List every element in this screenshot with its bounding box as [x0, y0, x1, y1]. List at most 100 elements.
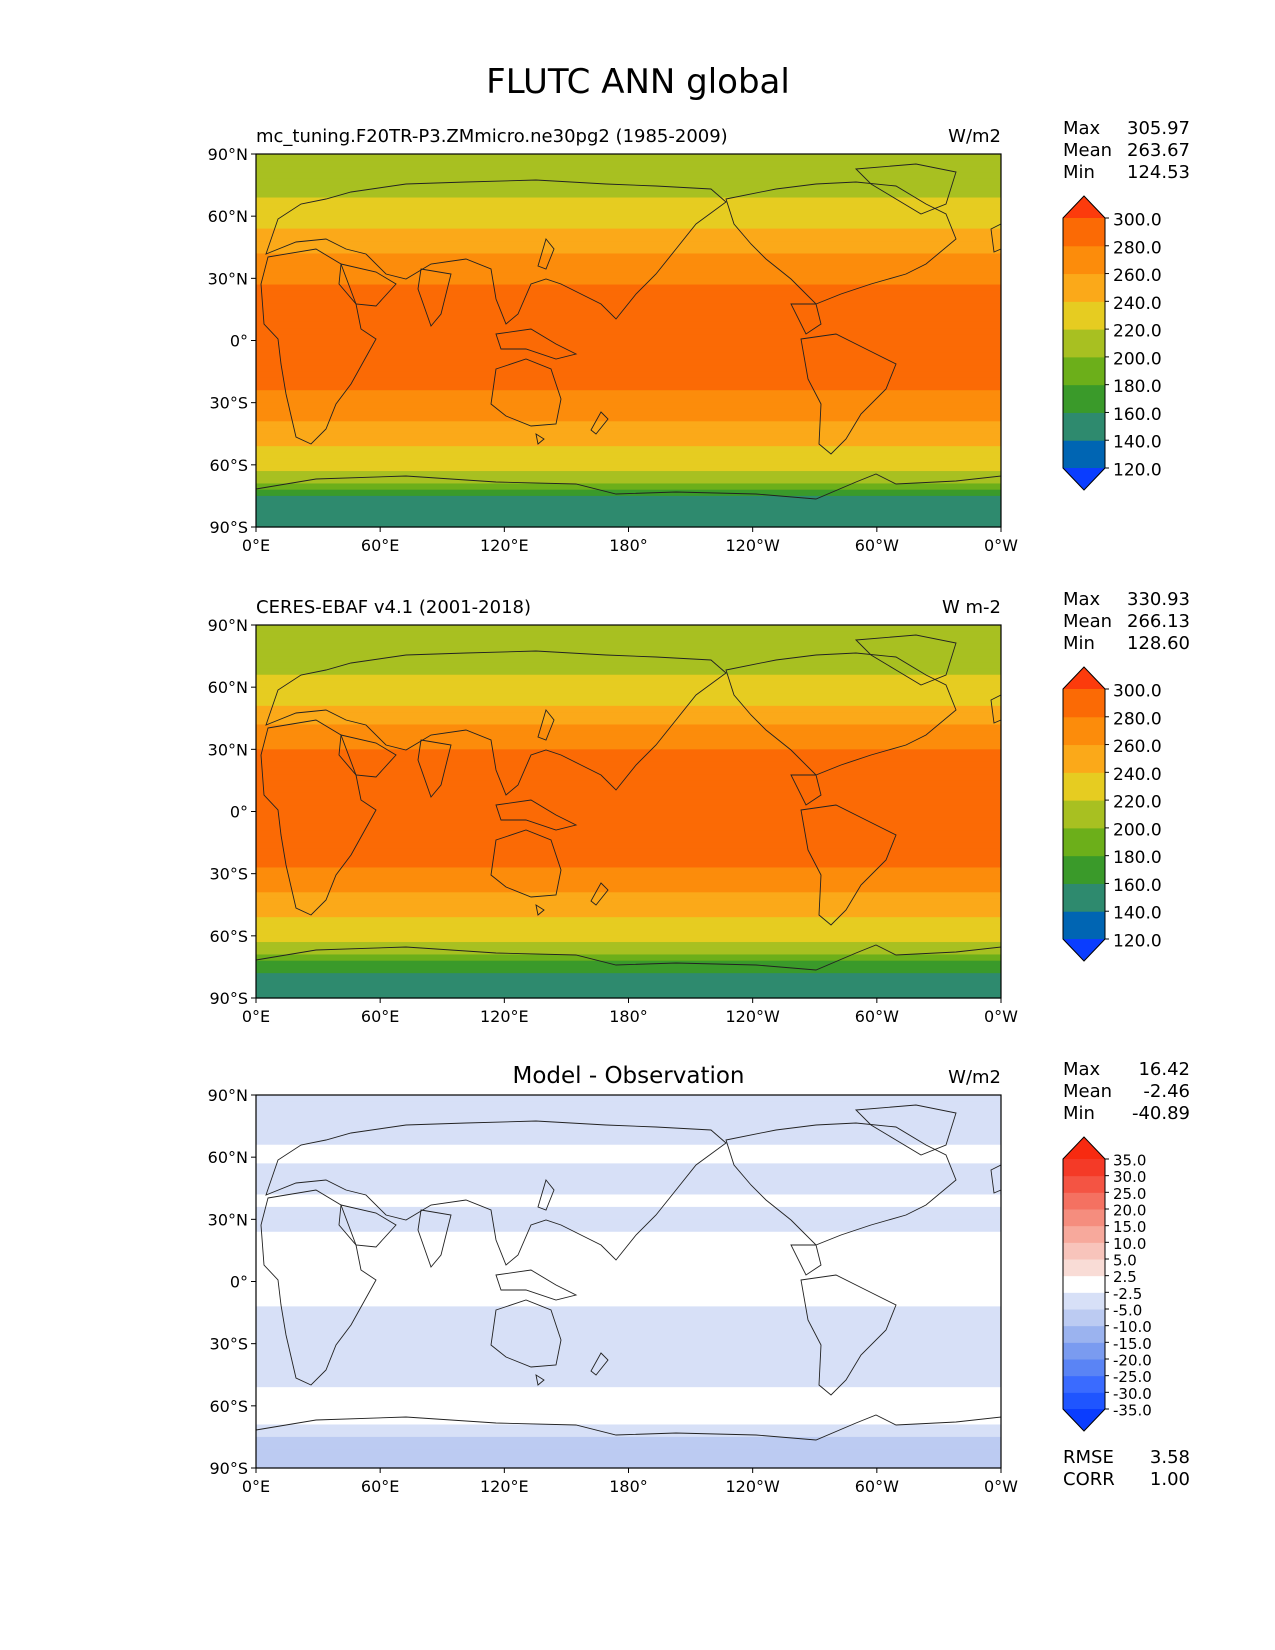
lon-tick-label: 0°E [242, 1477, 270, 1496]
colorbar-extend-min [1063, 1409, 1105, 1431]
lat-tick-label: 90°S [209, 1459, 248, 1478]
stat-label-corr: CORR [1063, 1469, 1115, 1490]
colorbar-bin [1063, 1309, 1105, 1327]
field-band [256, 662, 1001, 670]
colorbar-bin [1063, 1209, 1105, 1227]
colorbar-bin [1063, 440, 1105, 469]
field-band [256, 433, 1001, 441]
field-band [256, 668, 1001, 676]
colorbar-bin [1063, 1159, 1105, 1177]
field-band [256, 284, 1001, 292]
colorbar-tick-label: 220.0 [1113, 322, 1162, 342]
colorbar-tick-label: 140.0 [1113, 904, 1162, 924]
colorbar-bin [1063, 1242, 1105, 1260]
stat-value-corr: 1.00 [1150, 1469, 1190, 1490]
colorbar-bin [1063, 1175, 1105, 1193]
field-band [256, 216, 1001, 223]
lat-tick-label: 60°N [208, 1148, 248, 1167]
field-band [256, 917, 1001, 924]
colorbar-tick-label: 200.0 [1113, 349, 1162, 369]
colorbar-bin [1063, 716, 1105, 746]
stat-label-min: Min [1063, 162, 1095, 183]
field-band [256, 1337, 1001, 1345]
field-band [256, 898, 1001, 906]
field-band [256, 780, 1001, 788]
colorbar-extend-max [1063, 196, 1105, 218]
field-band [256, 873, 1001, 881]
field-band [256, 1356, 1001, 1363]
colorbar-bin [1063, 1325, 1105, 1343]
colorbar-tick-label: 35.0 [1113, 1152, 1146, 1170]
field-band [256, 1269, 1001, 1276]
field-band [256, 290, 1001, 298]
field-band [256, 879, 1001, 887]
field-band [256, 359, 1001, 366]
field-band [256, 631, 1001, 639]
field-band [256, 439, 1001, 447]
field-band [256, 942, 1001, 949]
stat-value-rmse: 3.58 [1150, 1447, 1190, 1468]
lon-tick-label: 120°W [725, 1007, 780, 1026]
stat-value-mean: 266.13 [1127, 611, 1190, 632]
field-band [256, 1405, 1001, 1413]
field-band [256, 904, 1001, 912]
field-band [256, 408, 1001, 416]
panel-left-label: mc_tuning.F20TR-P3.ZMmicro.ne30pg2 (1985… [256, 126, 728, 147]
colorbar-tick-label: 280.0 [1113, 709, 1162, 729]
field-band [256, 910, 1001, 918]
colorbar-tick-label: 220.0 [1113, 793, 1162, 813]
field-band [256, 154, 1001, 161]
field-band [256, 1225, 1001, 1233]
lat-tick-label: 0° [230, 332, 248, 351]
field-band [256, 502, 1001, 509]
field-band [256, 761, 1001, 769]
field-band [256, 1449, 1001, 1457]
field-band [256, 892, 1001, 900]
colorbar-bin [1063, 855, 1105, 884]
field-band [256, 1157, 1001, 1164]
lon-tick-label: 120°E [480, 1007, 529, 1026]
lon-tick-label: 0°W [984, 536, 1018, 555]
colorbar-bin [1063, 1275, 1105, 1293]
colorbar-extend-max [1063, 667, 1105, 689]
field-band [256, 1399, 1001, 1407]
field-band [256, 1418, 1001, 1426]
colorbar-bin [1063, 1392, 1105, 1410]
colorbar-tick-label: 240.0 [1113, 765, 1162, 785]
field-band [256, 656, 1001, 663]
lon-tick-label: 60°W [855, 1007, 899, 1026]
colorbar-bin [1063, 412, 1105, 441]
field-band [256, 1380, 1001, 1388]
field-band [256, 396, 1001, 404]
field-band [256, 278, 1001, 286]
colorbar: 120.0 140.0 160.0 180.0 200.0 220.0 240.0 260.0… [1062, 666, 1162, 962]
field-band [256, 191, 1001, 199]
lon-tick-label: 180° [609, 536, 648, 555]
field-band [256, 1275, 1001, 1283]
field-band [256, 736, 1001, 744]
colorbar-tick-label: 240.0 [1113, 294, 1162, 314]
stat-value-min: 128.60 [1127, 633, 1190, 654]
field-band [256, 830, 1001, 837]
field-band [256, 743, 1001, 750]
field-band [256, 464, 1001, 472]
field-band [256, 823, 1001, 831]
field-band [256, 1318, 1001, 1326]
colorbar-tick-label: 25.0 [1113, 1185, 1146, 1203]
field-bands [256, 625, 1001, 999]
field-band [256, 1132, 1001, 1140]
field-band [256, 637, 1001, 645]
field-band [256, 817, 1001, 825]
colorbar: -35.0-30.0-25.0-20.0-15.0-10.0-5.0-2.52.… [1062, 1136, 1152, 1432]
colorbar-tick-label: 180.0 [1113, 848, 1162, 868]
panel-title: Model - Observation [512, 1063, 744, 1089]
field-band [256, 674, 1001, 682]
lat-tick-label: 30°S [209, 394, 248, 413]
field-band [256, 1188, 1001, 1196]
field-band [256, 1393, 1001, 1401]
field-band [256, 774, 1001, 782]
field-band [256, 985, 1001, 993]
field-band [256, 1461, 1001, 1469]
lon-tick-label: 0°W [984, 1477, 1018, 1496]
field-band [256, 1206, 1001, 1214]
